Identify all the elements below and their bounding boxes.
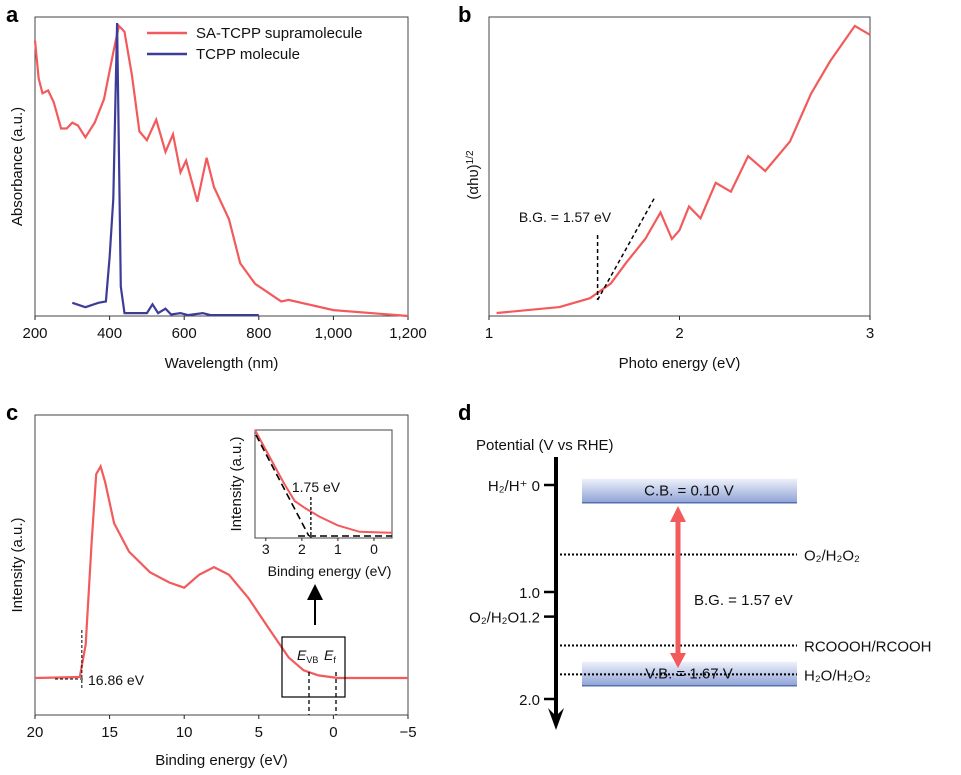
inset-x-tick-label: 0 [370,541,378,557]
cb-label: C.B. = 0.10 V [644,483,734,500]
inset-y-axis-label: Intensity (a.u.) [228,436,245,531]
potential-tick-label: 1.0 [519,585,540,602]
cb-band [582,478,797,503]
y-axis-label: Intensity (a.u.) [9,517,26,612]
zoom-box [281,636,346,698]
y-axis-label: (αhυ)1/2 [465,150,483,200]
plot-frame-b [488,16,871,317]
series-line [34,463,408,680]
x-tick-label: 15 [101,724,118,741]
potential-tick-label: O₂/H₂O1.2 [469,610,540,627]
inset-series-line [254,429,393,534]
series-line [71,22,259,317]
x-tick-label: 800 [246,325,271,342]
legend-entry: SA-TCPP supramolecule [196,25,362,42]
x-tick-label: 20 [27,724,44,741]
potential-tick-label: 2.0 [519,692,540,709]
band-gap-label: B.G. = 1.57 eV [694,592,793,609]
band-gap-annotation: B.G. = 1.57 eV [519,209,612,225]
x-tick-label: 0 [329,724,337,741]
x-tick-label: 1 [485,325,493,342]
x-tick-label: 1,000 [315,325,353,342]
inset-frame [254,429,393,539]
x-tick-label: 200 [22,325,47,342]
x-tick-label: 2 [675,325,683,342]
x-axis-label: Binding energy (eV) [155,752,288,769]
evb-label: EVB [297,647,318,665]
redox-level-label: O₂/H₂O₂ [804,548,860,565]
inset-x-tick-label: 1 [334,541,342,557]
legend-entry: TCPP molecule [196,46,300,63]
panel-label-c: c [6,400,18,425]
redox-level-label: RCOOOH/RCOOH [804,639,932,656]
cutoff-annotation: 16.86 eV [88,672,145,688]
redox-level-label: H₂O/H₂O₂ [804,667,871,684]
series-line [496,24,871,315]
x-tick-label: 5 [255,724,263,741]
x-tick-label: 600 [172,325,197,342]
inset-x-axis-label: Binding energy (eV) [268,563,392,579]
tangent-line [596,196,656,301]
potential-tick-label: H₂/H⁺ 0 [488,478,540,495]
x-tick-label: 1,200 [389,325,427,342]
x-tick-label: 3 [866,325,874,342]
x-tick-label: 10 [176,724,193,741]
y-axis-label: Absorbance (a.u.) [9,107,26,226]
arrow-up-icon [670,506,686,522]
x-axis-label: Photo energy (eV) [619,355,741,372]
inset-x-tick-label: 2 [298,541,306,557]
panel-label-b: b [458,2,471,27]
ef-label: Ef [324,647,336,665]
panel-label-a: a [6,2,19,27]
inset-tangent-line [255,434,310,537]
potential-axis-label: Potential (V vs RHE) [476,437,614,454]
arrow-down-icon [670,653,686,668]
x-tick-label: 400 [97,325,122,342]
inset-annotation: 1.75 eV [292,479,341,495]
series-line [33,23,409,318]
x-axis-label: Wavelength (nm) [165,355,279,372]
plot-frame-c [34,414,409,716]
x-tick-label: −5 [399,724,416,741]
axis-arrow-icon [548,708,564,730]
panel-label-d: d [458,400,471,425]
inset-x-tick-label: 3 [262,541,270,557]
